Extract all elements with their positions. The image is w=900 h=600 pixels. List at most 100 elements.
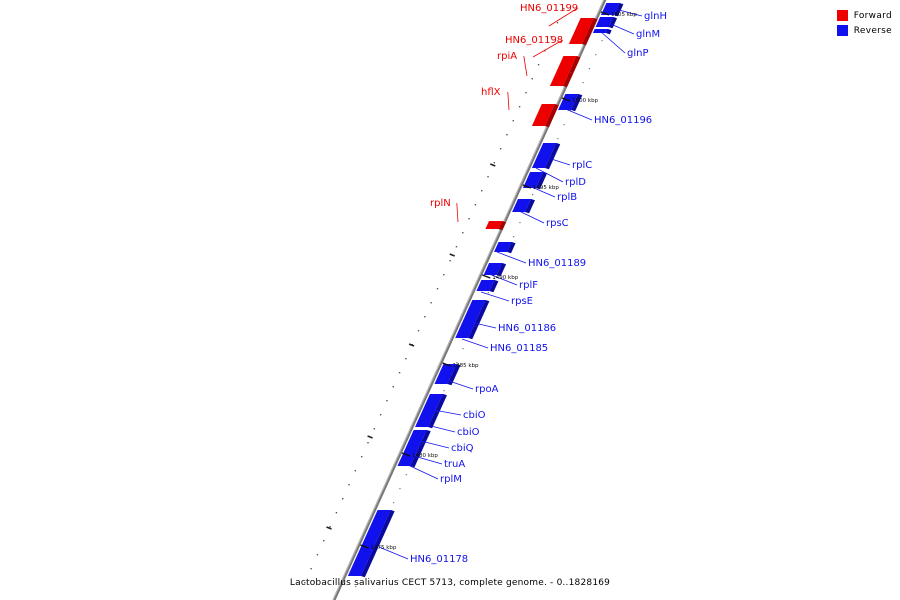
tick-dot	[449, 260, 451, 262]
tick-dot	[474, 204, 477, 206]
gene-side-face	[473, 300, 490, 328]
gene-side-face	[608, 17, 618, 29]
axis-label: 1495 kbp	[533, 185, 559, 191]
tick-dot	[398, 372, 401, 374]
tick-dot	[532, 194, 534, 196]
gene-label-HN6_01185: HN6_01185	[490, 343, 548, 354]
axis-labels: 1505 kbp 1500 kbp 1495 kbp 1490 kbp 1485 kbp…	[360, 11, 637, 551]
gene-side-face	[535, 172, 548, 190]
tick-dot	[544, 50, 546, 52]
gene-side-face	[498, 221, 507, 231]
tick-dot	[494, 278, 496, 280]
tick-dot	[506, 134, 508, 136]
tick-dot	[525, 92, 527, 94]
gene-rplD-feature	[531, 156, 555, 170]
gene-HN6_01189-feature	[494, 242, 516, 254]
gene-side-face	[562, 72, 574, 88]
major-tick	[408, 343, 415, 347]
forward-swatch	[836, 10, 848, 21]
gene-glnM-feature	[595, 17, 618, 29]
tick-dot	[537, 64, 540, 66]
gene-front-face	[600, 3, 620, 15]
gene-side-face	[571, 94, 583, 112]
tick-dot	[518, 106, 521, 108]
tick-dot	[379, 414, 382, 416]
gene-label-HN6_01178: HN6_01178	[410, 554, 468, 565]
axis-tick	[360, 544, 369, 549]
gene-label-cbiQ: cbiQ	[451, 443, 474, 454]
axis-label: 1505 kbp	[611, 12, 637, 18]
gene-label-rplC: rplC	[572, 160, 592, 171]
tick-dot	[468, 218, 470, 220]
axis-tick	[482, 274, 491, 279]
gene-front-face	[483, 263, 503, 275]
leader-rplF	[488, 273, 518, 286]
gene-front-face	[568, 18, 594, 44]
gene-rplB-feature	[522, 172, 548, 190]
gene-front-face	[415, 411, 436, 427]
leader-rplC	[541, 155, 571, 166]
tick-dot	[405, 358, 407, 360]
gene-side-face	[581, 18, 598, 46]
legend: Forward Reverse	[836, 8, 892, 38]
gene-HN6_01199-feature	[568, 18, 598, 46]
gene-label-glnP: glnP	[627, 48, 649, 59]
leader-HN6_01199	[548, 7, 579, 27]
gene-label-cbiO: cbiO	[457, 427, 480, 438]
tick-dot	[355, 586, 357, 588]
gene-side-face	[549, 143, 561, 159]
tick-dot	[399, 488, 401, 490]
gene-front-face	[460, 300, 486, 326]
gene-front-face	[476, 280, 495, 291]
tick-dot	[360, 456, 363, 458]
tick-dot	[342, 498, 344, 500]
leader-HN6_01198	[532, 39, 563, 58]
major-tick	[449, 253, 455, 257]
gene-front-face	[531, 156, 551, 168]
leader-rpsC	[516, 209, 545, 224]
legend-forward-label: Forward	[853, 10, 892, 21]
major-tick	[326, 526, 332, 530]
tick-dot	[487, 176, 489, 178]
gene-front-face	[595, 17, 614, 27]
leader-rpsE	[480, 291, 510, 302]
leader-cbiQ	[420, 440, 450, 449]
gene-rpsE-feature	[476, 280, 499, 293]
gene-label-rplB: rplB	[557, 192, 577, 203]
tick-dot	[323, 540, 325, 542]
gene-label-rpsE: rpsE	[511, 296, 533, 307]
gene-HN6_01198-feature	[556, 56, 581, 74]
gene-labels: HN6_01199 HN6_01198 rpiA hflX rplN glnH glnM gl…	[410, 3, 667, 565]
tick-dot	[487, 292, 489, 294]
gene-label-glnM: glnM	[636, 29, 660, 40]
gene-front-face	[558, 94, 579, 110]
tick-dot	[588, 68, 591, 70]
gene-label-rpsC: rpsC	[546, 218, 569, 229]
tick-dot	[563, 8, 565, 10]
gene-label-rpoA: rpoA	[475, 384, 499, 395]
gene-side-face	[360, 510, 395, 578]
legend-reverse: Reverse	[836, 23, 892, 38]
gene-front-face	[512, 199, 531, 212]
gene-HN6_01186-feature	[460, 300, 490, 328]
legend-forward: Forward	[836, 8, 892, 23]
tick-dot	[455, 246, 458, 248]
gene-front-face	[556, 56, 577, 72]
gene-front-face	[549, 72, 570, 86]
gene-label-rpiA: rpiA	[497, 51, 517, 62]
gene-side-face	[435, 394, 447, 413]
tick-dot	[304, 582, 306, 584]
gene-side-face	[544, 104, 559, 128]
leader-glnH	[614, 8, 643, 17]
tick-dot	[513, 236, 515, 238]
axis-label: 1480 kbp	[412, 453, 438, 459]
gene-side-face	[496, 263, 507, 277]
gene-HN6_01196-feature	[558, 94, 583, 112]
gene-rpsC-feature	[512, 199, 535, 214]
tick-dot	[417, 330, 420, 332]
tick-dot	[310, 568, 312, 570]
leader-HN6_01189	[496, 251, 527, 264]
leader-rpiA	[523, 55, 528, 77]
gene-front-face	[531, 104, 555, 126]
